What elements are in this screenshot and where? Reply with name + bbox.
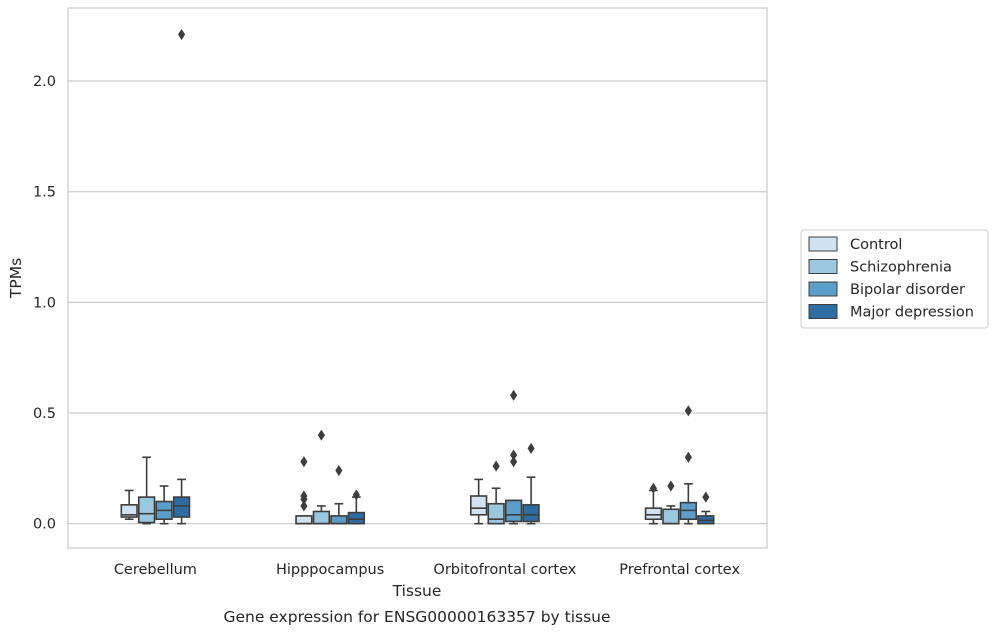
gridlines <box>68 80 767 525</box>
outlier-point <box>667 480 675 492</box>
outlier-point <box>702 491 710 503</box>
box-iqr <box>504 499 523 523</box>
legend-swatch <box>808 259 838 274</box>
x-tick-labels: Cerebellum Hipppocampus Orbitofrontal cort… <box>114 562 741 578</box>
plot-area-frame <box>67 7 768 549</box>
box-iqr <box>172 496 191 518</box>
outlier-point <box>492 460 500 472</box>
outlier-point <box>684 405 692 417</box>
outlier-point <box>352 489 360 501</box>
box-iqr <box>522 504 540 523</box>
box-iqr <box>662 508 680 525</box>
box-bipolar-disorder-2 <box>504 389 523 525</box>
outlier-point <box>300 456 308 468</box>
legend-label: Bipolar disorder <box>850 282 965 298</box>
legend-swatch <box>808 281 838 297</box>
y-tick-labels: 0.0 0.5 1.0 1.5 2.0 <box>33 74 56 533</box>
outlier-point <box>335 464 343 477</box>
y-tick-label: 0.5 <box>33 406 56 422</box>
outlier-point <box>649 482 657 494</box>
y-tick-label: 2.0 <box>33 74 56 90</box>
box-iqr <box>120 504 138 518</box>
outlier-point <box>317 429 325 441</box>
box-bipolar-disorder-0 <box>155 485 173 525</box>
outlier-point <box>527 442 535 454</box>
outlier-point <box>510 456 518 468</box>
box-groups <box>120 29 715 525</box>
box-major-depression-0 <box>172 29 191 525</box>
outlier-point <box>510 449 518 461</box>
box-iqr <box>137 496 156 524</box>
box-iqr <box>295 515 313 525</box>
box-major-depression-1 <box>347 489 366 525</box>
x-tick-label: Hipppocampus <box>276 562 384 578</box>
x-tick-label: Prefrontal cortex <box>619 562 740 578</box>
y-axis-label: TPMs <box>7 258 25 299</box>
x-axis-label: Tissue <box>392 582 442 600</box>
box-major-depression-2 <box>522 442 540 525</box>
box-schizophrenia-3 <box>662 480 680 525</box>
y-tick-label: 1.0 <box>33 295 56 311</box>
y-tick-label: 0.0 <box>33 517 56 533</box>
outlier-point <box>300 490 308 502</box>
y-tick-label: 1.5 <box>33 185 56 201</box>
outlier-point <box>300 500 308 512</box>
box-schizophrenia-2 <box>487 460 505 525</box>
outlier-point <box>684 451 692 463</box>
box-major-depression-3 <box>697 491 715 525</box>
legend-frame <box>800 229 989 329</box>
box-control-3 <box>644 482 663 525</box>
box-control-0 <box>120 489 138 521</box>
box-control-2 <box>469 478 488 525</box>
legend-label: Schizophrenia <box>850 260 952 276</box>
box-schizophrenia-1 <box>312 429 331 525</box>
legend-label: Major depression <box>850 305 974 321</box>
box-control-1 <box>295 456 313 525</box>
chart-caption: Gene expression for ENSG00000163357 by t… <box>223 608 610 626</box>
box-iqr <box>330 515 348 525</box>
box-iqr <box>469 495 488 516</box>
box-iqr <box>312 510 331 525</box>
outlier-point <box>510 389 518 401</box>
x-tick-label: Cerebellum <box>114 562 197 578</box>
outlier-point <box>178 29 186 41</box>
box-bipolar-disorder-3 <box>679 405 698 525</box>
x-tick-label: Orbitofrontal cortex <box>433 562 576 578</box>
legend-swatch <box>808 236 838 252</box>
box-iqr <box>347 511 366 525</box>
legend-swatch <box>808 304 838 319</box>
box-iqr <box>644 507 663 521</box>
box-schizophrenia-0 <box>137 456 156 525</box>
legend: Control Schizophrenia Bipolar disorder Majo… <box>800 229 989 329</box>
legend-label: Control <box>850 237 902 253</box>
box-iqr <box>487 502 505 525</box>
box-bipolar-disorder-1 <box>330 464 348 525</box>
